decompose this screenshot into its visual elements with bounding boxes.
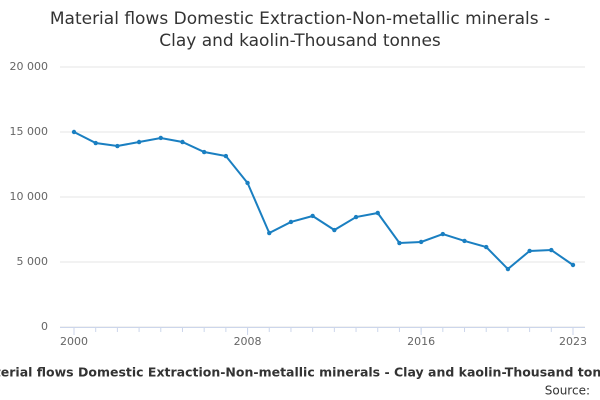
data-point xyxy=(570,262,576,268)
data-point xyxy=(93,140,98,146)
y-tick-label: 15 000 xyxy=(10,125,49,138)
x-tick-label: 2016 xyxy=(407,335,435,348)
data-point xyxy=(527,248,532,254)
y-tick-label: 10 000 xyxy=(10,190,49,203)
data-point xyxy=(332,227,337,233)
data-point xyxy=(201,149,207,155)
data-point xyxy=(115,143,120,149)
y-tick-label: 20 000 xyxy=(10,60,49,73)
data-point xyxy=(418,239,424,245)
caption: Material flows Domestic Extraction-Non-m… xyxy=(0,365,600,380)
source: Source: xyxy=(545,384,590,398)
data-point xyxy=(180,139,185,145)
data-point xyxy=(245,180,250,186)
data-point xyxy=(136,139,142,145)
series-line xyxy=(73,131,574,271)
data-point xyxy=(505,266,511,272)
x-tick-label: 2023 xyxy=(559,335,587,348)
data-point xyxy=(223,153,229,159)
data-point xyxy=(549,247,554,253)
data-point xyxy=(267,230,272,236)
chart-title: Clay and kaolin-Thousand tonnes xyxy=(159,31,441,51)
data-point xyxy=(484,244,489,250)
data-point xyxy=(353,214,359,220)
data-point xyxy=(71,129,77,135)
chart-title: Material flows Domestic Extraction-Non-m… xyxy=(50,9,550,29)
data-point xyxy=(397,240,402,246)
data-point xyxy=(158,135,163,141)
x-tick-label: 2000 xyxy=(60,335,88,348)
data-point xyxy=(462,238,467,244)
data-point xyxy=(375,210,380,216)
x-tick-label: 2008 xyxy=(234,335,262,348)
data-point xyxy=(310,213,315,219)
data-point xyxy=(288,219,294,225)
y-tick-label: 5 000 xyxy=(17,255,49,268)
y-tick-label: 0 xyxy=(41,320,48,333)
data-point xyxy=(440,231,446,237)
